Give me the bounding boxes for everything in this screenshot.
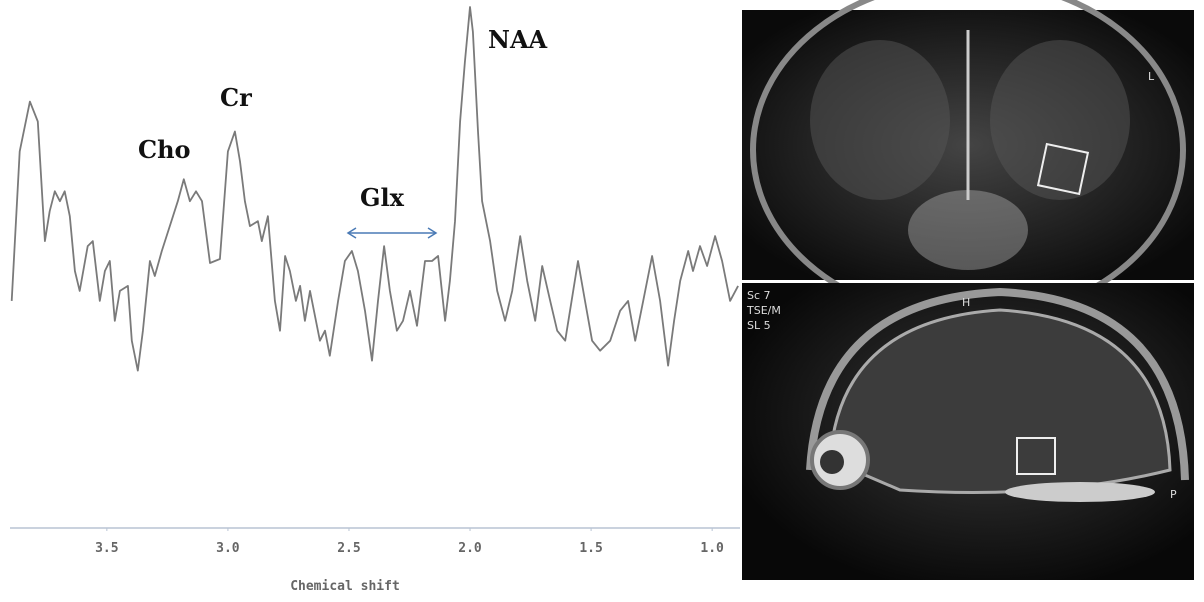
sagittal-mri: Sc 7 TSE/M SL 5 H P bbox=[742, 283, 1194, 580]
tissue bbox=[990, 40, 1130, 200]
scan-label: Sc 7 bbox=[747, 289, 771, 302]
x-tick-label: 2.0 bbox=[458, 541, 482, 556]
spectrum-line bbox=[10, 6, 739, 372]
x-tick-label: 3.0 bbox=[216, 541, 240, 556]
arrow-heads bbox=[346, 227, 438, 239]
orientation-label: L bbox=[1148, 70, 1155, 83]
voxel-box bbox=[1016, 437, 1056, 475]
skull bbox=[806, 287, 1189, 481]
scan-label: TSE/M bbox=[746, 304, 781, 317]
x-tick-label: 1.5 bbox=[579, 541, 602, 556]
peak-label: NAA bbox=[488, 25, 548, 54]
peak-label: Cr bbox=[220, 83, 252, 112]
x-axis-label: Chemical shift bbox=[290, 579, 400, 594]
orientation-label: H bbox=[962, 296, 970, 309]
tissue bbox=[908, 190, 1028, 270]
peak-label: Cho bbox=[138, 135, 191, 164]
orientation-label: P bbox=[1170, 488, 1177, 501]
voxel-box bbox=[1036, 142, 1090, 196]
x-tick-label: 2.5 bbox=[337, 541, 360, 556]
lens bbox=[820, 450, 844, 474]
x-tick-label: 1.0 bbox=[700, 541, 724, 556]
axial-mri: L bbox=[742, 0, 1194, 323]
tissue bbox=[1005, 482, 1155, 502]
peak-label: Glx bbox=[360, 183, 405, 212]
tissue bbox=[810, 40, 950, 200]
x-tick-label: 3.5 bbox=[95, 541, 118, 556]
range-arrow bbox=[346, 227, 438, 239]
scan-label: SL 5 bbox=[747, 319, 771, 332]
